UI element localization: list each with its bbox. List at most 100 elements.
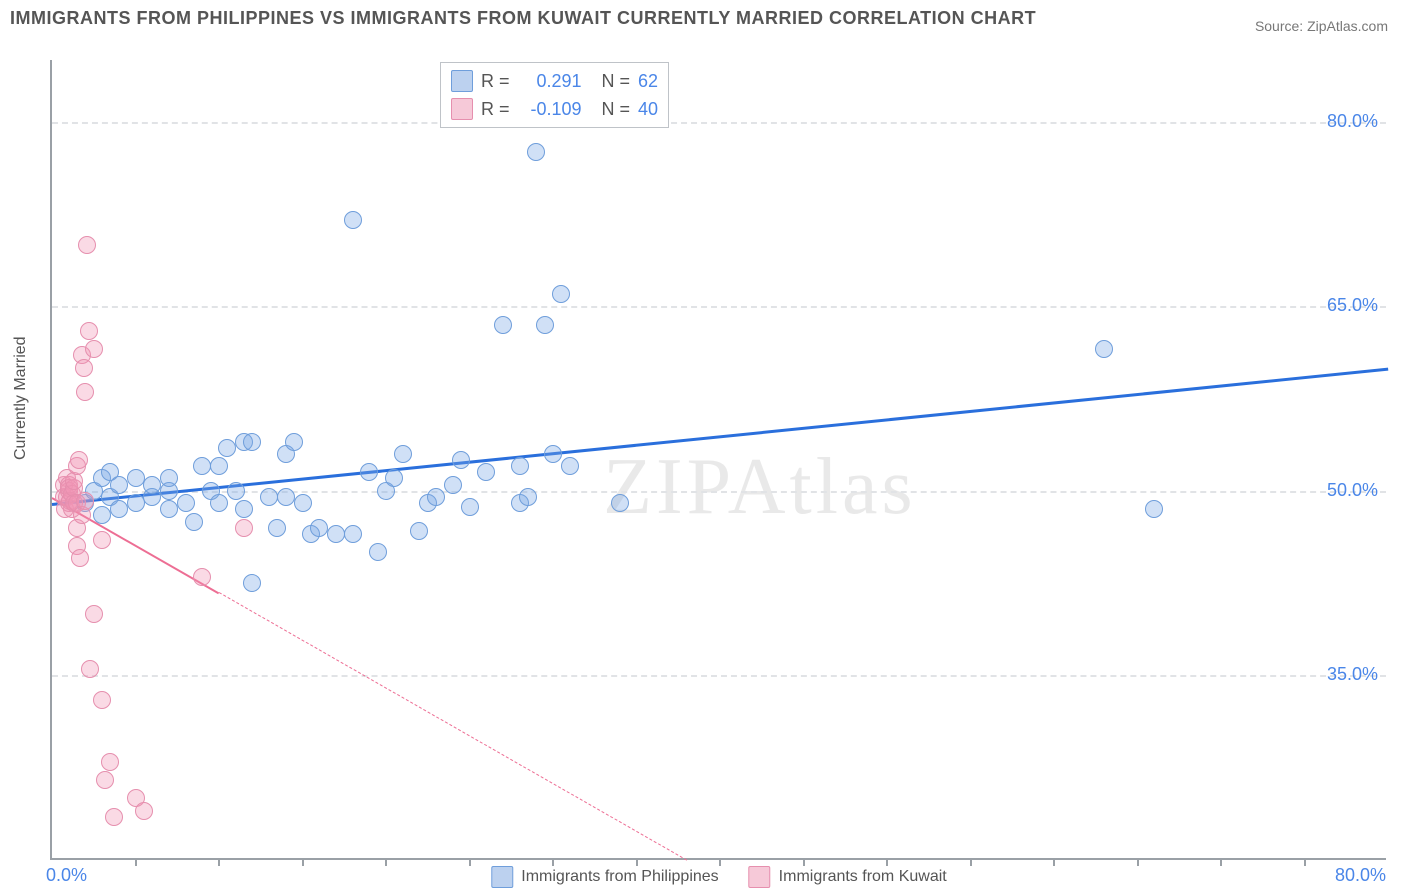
x-tick xyxy=(803,858,805,866)
legend-swatch-icon xyxy=(451,98,473,120)
n-value: 40 xyxy=(638,99,658,120)
data-point xyxy=(360,463,378,481)
legend-stats-row: R = 0.291 N = 62 xyxy=(451,67,658,95)
data-point xyxy=(80,322,98,340)
x-tick xyxy=(385,858,387,866)
data-point xyxy=(75,359,93,377)
data-point xyxy=(78,236,96,254)
x-axis-max-label: 80.0% xyxy=(1335,865,1386,886)
gridline xyxy=(52,122,1386,124)
data-point xyxy=(93,691,111,709)
legend-swatch-icon xyxy=(749,866,771,888)
data-point xyxy=(461,498,479,516)
watermark: ZIPAtlas xyxy=(603,442,917,533)
data-point xyxy=(369,543,387,561)
r-label: R = xyxy=(481,71,510,92)
data-point xyxy=(561,457,579,475)
data-point xyxy=(193,457,211,475)
x-tick xyxy=(1053,858,1055,866)
data-point xyxy=(210,457,228,475)
data-point xyxy=(494,316,512,334)
data-point xyxy=(93,531,111,549)
gridline xyxy=(52,491,1386,493)
data-point xyxy=(243,574,261,592)
data-point xyxy=(294,494,312,512)
data-point xyxy=(101,753,119,771)
data-point xyxy=(1095,340,1113,358)
x-tick xyxy=(552,858,554,866)
data-point xyxy=(310,519,328,537)
data-point xyxy=(210,494,228,512)
data-point xyxy=(394,445,412,463)
data-point xyxy=(452,451,470,469)
data-point xyxy=(70,451,88,469)
data-point xyxy=(227,482,245,500)
scatter-plot: Currently Married ZIPAtlas 35.0%50.0%65.… xyxy=(50,60,1386,860)
data-point xyxy=(85,340,103,358)
r-label: R = xyxy=(481,99,510,120)
data-point xyxy=(185,513,203,531)
x-axis-min-label: 0.0% xyxy=(46,865,87,886)
x-tick xyxy=(1304,858,1306,866)
data-point xyxy=(477,463,495,481)
x-tick xyxy=(218,858,220,866)
x-tick xyxy=(469,858,471,866)
data-point xyxy=(444,476,462,494)
legend-stats: R = 0.291 N = 62 R = -0.109 N = 40 xyxy=(440,62,669,128)
legend-swatch-icon xyxy=(491,866,513,888)
data-point xyxy=(110,476,128,494)
gridline xyxy=(52,675,1386,677)
data-point xyxy=(410,522,428,540)
data-point xyxy=(85,605,103,623)
data-point xyxy=(218,439,236,457)
data-point xyxy=(71,549,89,567)
y-tick-label: 65.0% xyxy=(1327,295,1378,316)
data-point xyxy=(193,568,211,586)
data-point xyxy=(611,494,629,512)
n-label: N = xyxy=(602,71,631,92)
data-point xyxy=(344,211,362,229)
n-label: N = xyxy=(602,99,631,120)
page-title: IMMIGRANTS FROM PHILIPPINES VS IMMIGRANT… xyxy=(10,8,1036,29)
n-value: 62 xyxy=(638,71,658,92)
data-point xyxy=(96,771,114,789)
x-tick xyxy=(719,858,721,866)
data-point xyxy=(243,433,261,451)
data-point xyxy=(76,383,94,401)
legend-stats-row: R = -0.109 N = 40 xyxy=(451,95,658,123)
data-point xyxy=(127,469,145,487)
y-tick-label: 50.0% xyxy=(1327,480,1378,501)
data-point xyxy=(177,494,195,512)
data-point xyxy=(105,808,123,826)
data-point xyxy=(519,488,537,506)
source-attribution: Source: ZipAtlas.com xyxy=(1255,18,1388,34)
legend-item-label: Immigrants from Philippines xyxy=(521,868,718,886)
x-tick xyxy=(636,858,638,866)
data-point xyxy=(285,433,303,451)
data-point xyxy=(81,660,99,678)
legend-bottom: Immigrants from Philippines Immigrants fr… xyxy=(491,866,946,888)
r-value: -0.109 xyxy=(518,99,582,120)
data-point xyxy=(536,316,554,334)
data-point xyxy=(511,457,529,475)
data-point xyxy=(544,445,562,463)
y-tick-label: 35.0% xyxy=(1327,664,1378,685)
data-point xyxy=(135,802,153,820)
y-tick-label: 80.0% xyxy=(1327,111,1378,132)
data-point xyxy=(344,525,362,543)
legend-item: Immigrants from Kuwait xyxy=(749,866,947,888)
legend-swatch-icon xyxy=(451,70,473,92)
legend-item: Immigrants from Philippines xyxy=(491,866,718,888)
x-tick xyxy=(135,858,137,866)
data-point xyxy=(1145,500,1163,518)
data-point xyxy=(527,143,545,161)
x-tick xyxy=(1220,858,1222,866)
regression-line xyxy=(219,593,687,861)
legend-item-label: Immigrants from Kuwait xyxy=(779,868,947,886)
data-point xyxy=(160,500,178,518)
r-value: 0.291 xyxy=(518,71,582,92)
x-tick xyxy=(970,858,972,866)
data-point xyxy=(76,492,94,510)
data-point xyxy=(260,488,278,506)
data-point xyxy=(160,469,178,487)
